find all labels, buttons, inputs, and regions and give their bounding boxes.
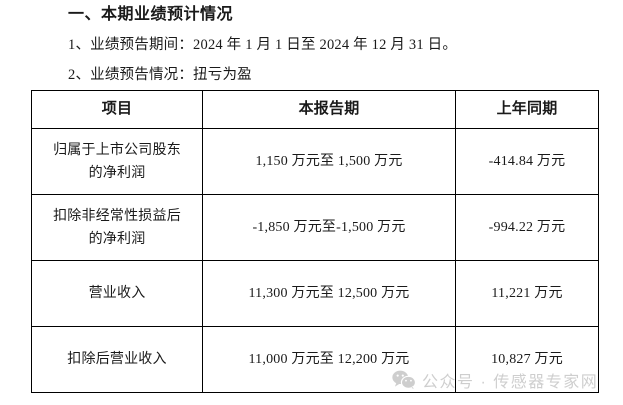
table-row: 扣除非经常性损益后 的净利润 -1,850 万元至-1,500 万元 -994.…	[31, 194, 599, 261]
cell-current-period: 11,000 万元至 12,200 万元	[202, 326, 456, 393]
row-label-line-1: 归属于上市公司股东	[53, 142, 181, 158]
row-label-line-2: 的净利润	[88, 231, 146, 247]
table-row: 归属于上市公司股东 的净利润 1,150 万元至 1,500 万元 -414.8…	[31, 128, 599, 195]
row-label-net-profit: 归属于上市公司股东 的净利润	[31, 128, 203, 195]
table-row: 扣除后营业收入 11,000 万元至 12,200 万元 10,827 万元	[31, 326, 599, 393]
cell-prior-period: -414.84 万元	[455, 128, 599, 195]
row-label-line-2: 的净利润	[88, 165, 146, 181]
row-label-adjusted-revenue: 扣除后营业收入	[31, 326, 203, 393]
cell-prior-period: 11,221 万元	[455, 260, 599, 327]
forecast-status-line: 2、业绩预告情况：扭亏为盈	[68, 67, 252, 83]
section-heading: 一、本期业绩预计情况	[68, 6, 234, 23]
table-header-row: 项目 本报告期 上年同期	[31, 90, 599, 129]
cell-current-period: -1,850 万元至-1,500 万元	[202, 194, 456, 261]
forecast-period-line: 1、业绩预告期间：2024 年 1 月 1 日至 2024 年 12 月 31 …	[68, 37, 458, 53]
cell-current-period: 11,300 万元至 12,500 万元	[202, 260, 456, 327]
table-row: 营业收入 11,300 万元至 12,500 万元 11,221 万元	[31, 260, 599, 327]
column-header-prior-period: 上年同期	[455, 90, 599, 129]
row-label-net-profit-excl-nonrecurring: 扣除非经常性损益后 的净利润	[31, 194, 203, 261]
cell-current-period: 1,150 万元至 1,500 万元	[202, 128, 456, 195]
cell-prior-period: 10,827 万元	[455, 326, 599, 393]
row-label-line-1: 扣除非经常性损益后	[53, 208, 181, 224]
cell-prior-period: -994.22 万元	[455, 194, 599, 261]
earnings-forecast-table: 项目 本报告期 上年同期 归属于上市公司股东 的净利润 1,150 万元至 1,…	[31, 90, 599, 393]
column-header-item: 项目	[31, 90, 203, 129]
row-label-line-1: 营业收入	[88, 286, 146, 301]
row-label-line-1: 扣除后营业收入	[67, 352, 167, 367]
row-label-revenue: 营业收入	[31, 260, 203, 327]
column-header-current-period: 本报告期	[202, 90, 456, 129]
